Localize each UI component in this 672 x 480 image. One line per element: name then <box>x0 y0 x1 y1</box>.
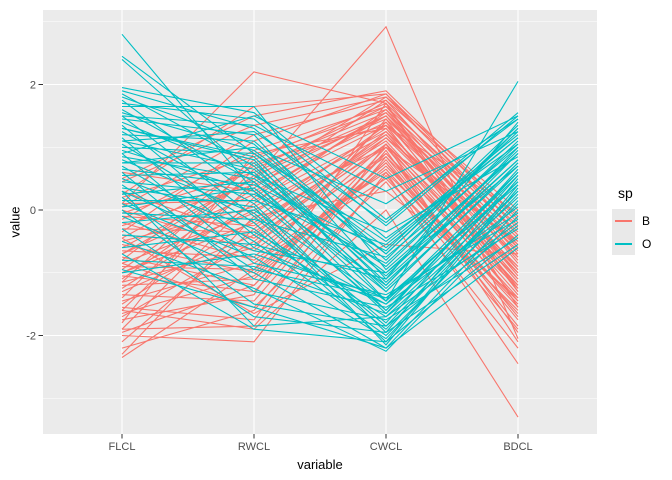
data-line-B <box>121 90 519 220</box>
data-line-O <box>121 112 519 224</box>
data-line-O <box>121 127 519 287</box>
legend-title: sp <box>618 185 633 201</box>
legend: sp B O <box>612 185 651 255</box>
legend-entry: B <box>612 209 651 232</box>
data-line-O <box>121 209 519 327</box>
data-line-O <box>121 81 519 302</box>
legend-key <box>612 209 635 232</box>
data-line-B <box>121 96 519 249</box>
x-tick-label: CWCL <box>370 441 402 453</box>
data-line-O <box>121 184 519 299</box>
data-line-O <box>121 143 519 343</box>
legend-label: B <box>642 213 651 228</box>
x-tick-label: FLCL <box>109 441 136 453</box>
data-line-O <box>121 58 519 274</box>
data-line-O <box>121 184 519 299</box>
data-line-O <box>121 190 519 327</box>
data-line-O <box>121 234 519 343</box>
data-line-B <box>121 96 519 211</box>
data-line-O <box>121 109 519 302</box>
legend-label: O <box>642 236 652 251</box>
y-axis-title: value <box>7 206 23 238</box>
data-line-O <box>121 102 519 227</box>
data-line-O <box>121 171 519 308</box>
data-line-O <box>121 209 519 349</box>
data-line-O <box>121 115 519 180</box>
data-line-O <box>121 87 519 221</box>
data-line-O <box>121 215 519 352</box>
legend-entry: O <box>612 232 651 255</box>
data-line-B <box>121 152 519 299</box>
y-tick-label: 2 <box>30 80 36 92</box>
x-tick-label: BDCL <box>503 441 532 453</box>
data-line-B <box>121 143 519 274</box>
data-line-O <box>121 178 519 330</box>
data-line-O <box>121 247 519 349</box>
data-line-O <box>121 162 519 293</box>
x-axis-title: variable <box>297 457 343 472</box>
x-tick-label: RWCL <box>238 441 270 453</box>
data-line-O <box>121 175 519 305</box>
legend-key <box>612 232 635 255</box>
data-line-B <box>121 209 519 418</box>
legend-line-swatch-O <box>615 242 632 245</box>
y-tick-label: -2 <box>26 331 36 343</box>
data-line-O <box>121 124 519 252</box>
y-tick-label: 0 <box>30 205 36 217</box>
data-line-B <box>121 143 519 343</box>
data-line-B <box>121 105 519 227</box>
data-line-O <box>121 118 519 280</box>
legend-line-swatch-B <box>615 219 632 222</box>
data-line-O <box>121 118 519 205</box>
data-line-O <box>121 115 519 327</box>
data-line-O <box>122 105 519 271</box>
